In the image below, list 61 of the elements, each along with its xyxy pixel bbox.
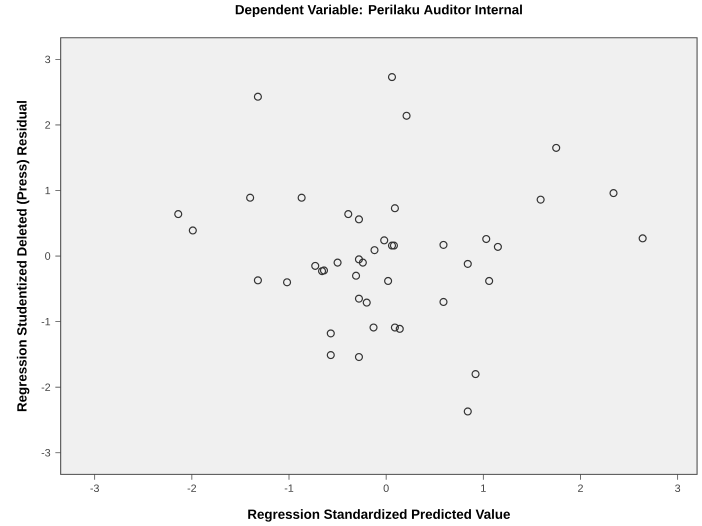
point — [326, 329, 335, 338]
y-tick-label: 2 — [45, 121, 50, 129]
y-tick-label: 1 — [46, 186, 50, 194]
point — [358, 258, 367, 267]
point — [485, 276, 494, 286]
point — [390, 323, 399, 332]
point — [390, 204, 399, 212]
chart-title: Dependent Variable: Perilaku Auditor Internal — [236, 4, 522, 18]
point — [552, 144, 560, 152]
x-tick-label: 3 — [675, 484, 680, 492]
point — [638, 234, 647, 242]
x-tick-label: -2 — [188, 484, 196, 492]
y-tick-label: -1 — [42, 318, 50, 326]
point — [254, 276, 262, 284]
point — [254, 92, 262, 101]
y-tick-label: 3 — [45, 56, 50, 64]
point — [536, 196, 545, 204]
point — [390, 242, 398, 250]
point — [494, 242, 502, 251]
point — [388, 242, 396, 250]
point — [609, 189, 618, 198]
point — [354, 352, 364, 362]
point — [369, 323, 378, 332]
point — [188, 226, 197, 235]
point — [396, 324, 404, 333]
point — [384, 276, 392, 286]
x-tick-label: 0 — [384, 484, 389, 492]
point — [464, 407, 472, 416]
y-tick-label: -2 — [42, 383, 50, 391]
point — [318, 267, 326, 276]
point — [246, 194, 254, 202]
x-tick-label: -3 — [90, 484, 99, 492]
x-tick-label: 1 — [481, 484, 486, 492]
point — [326, 351, 335, 360]
point — [464, 260, 472, 268]
x-tick-label: -1 — [284, 484, 294, 492]
point — [311, 262, 320, 270]
y-tick-label: 0 — [45, 252, 50, 260]
point — [334, 258, 342, 267]
x-tick-label: 2 — [578, 484, 583, 492]
point — [471, 370, 480, 378]
point — [282, 278, 292, 286]
point — [402, 112, 411, 120]
y-axis-title: Regression Studentized Deleted (Press) Residual — [16, 101, 30, 412]
point — [362, 298, 371, 307]
point — [380, 236, 388, 244]
point — [439, 240, 448, 249]
point — [174, 210, 182, 218]
point — [354, 255, 364, 264]
x-axis-title: Regression Standardized Predicted Value — [248, 509, 510, 522]
point — [354, 215, 364, 224]
point — [354, 294, 364, 303]
point — [352, 272, 360, 280]
point — [320, 266, 328, 275]
point — [344, 210, 352, 218]
y-tick-label: -3 — [42, 448, 50, 457]
point — [370, 246, 379, 254]
point — [482, 234, 490, 244]
point — [298, 194, 306, 202]
point — [388, 73, 396, 82]
point — [439, 298, 448, 306]
